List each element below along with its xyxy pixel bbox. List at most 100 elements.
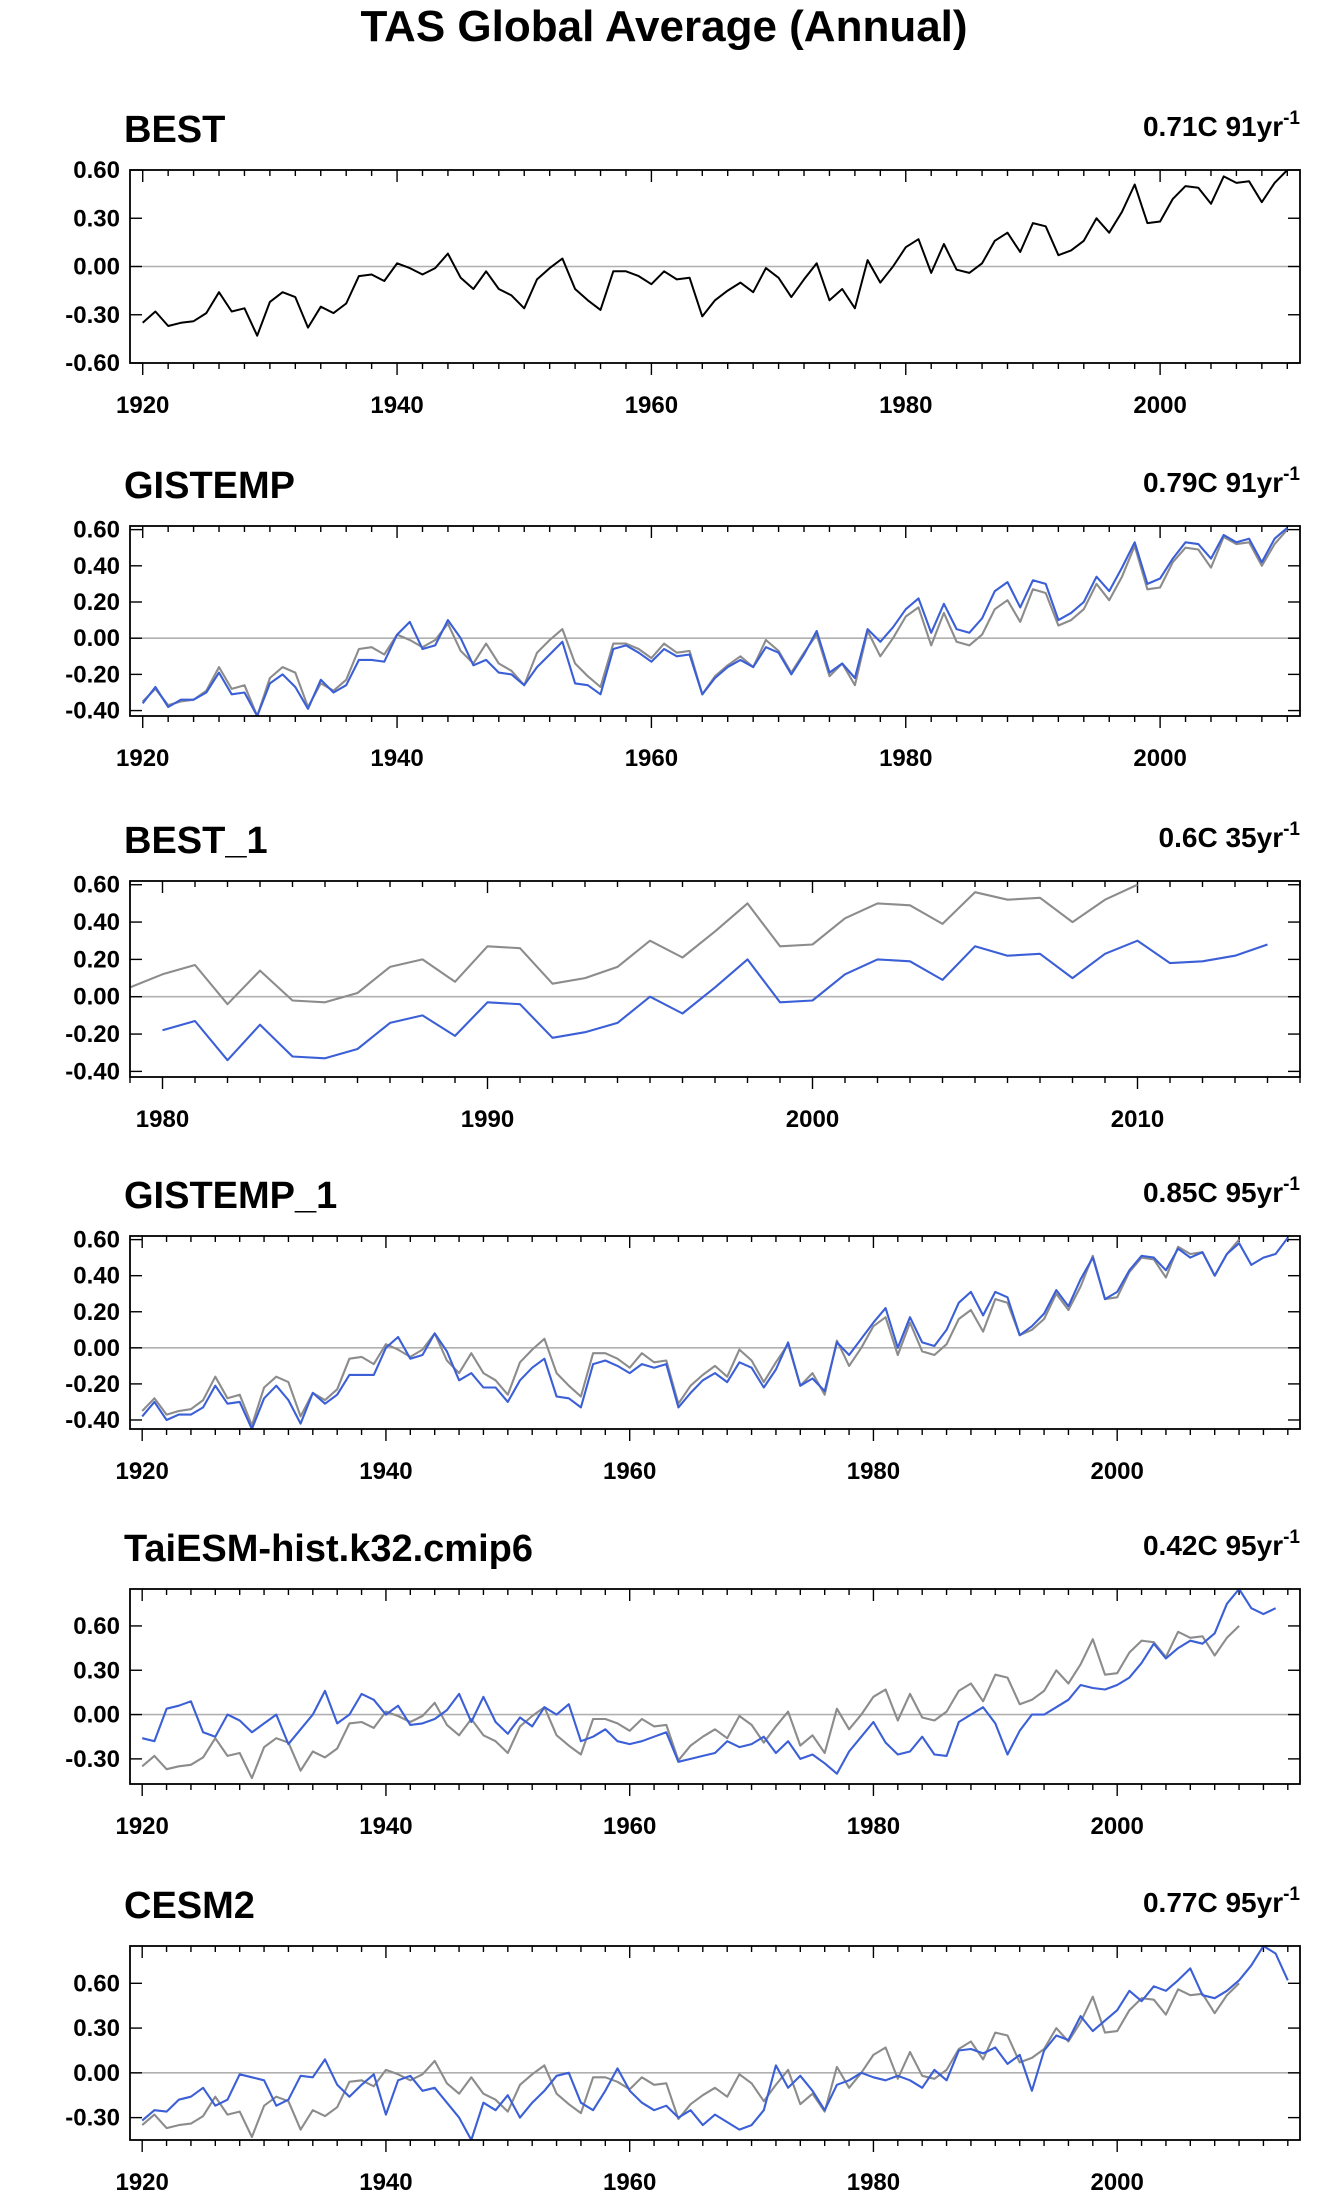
- y-tick-label: 0.60: [73, 1227, 120, 1254]
- x-tick-label: 1960: [625, 745, 678, 772]
- x-tick-label: 1960: [625, 392, 678, 419]
- x-tick-label: 1960: [603, 2169, 656, 2196]
- series-line-model: [141, 527, 1288, 716]
- y-tick-label: 0.20: [73, 589, 120, 616]
- trend-exponent: -1: [1283, 1527, 1300, 1548]
- y-tick-label: -0.20: [65, 1021, 120, 1048]
- x-tick-label: 1990: [461, 1106, 514, 1133]
- trend-label: 0.85C 95yr-1: [1143, 1174, 1300, 1208]
- chart-panel: GISTEMP 0.79C 91yr-1 1920 1940 1960 1980 2000 0…: [65, 464, 1301, 772]
- plot-frame: [129, 169, 1301, 364]
- plot-frame: [129, 1588, 1301, 1785]
- y-tick-label: -0.30: [65, 1746, 120, 1773]
- y-tick-label: 0.30: [73, 1657, 120, 1684]
- trend-label: 0.6C 35yr-1: [1159, 819, 1301, 853]
- y-tick-label: 0.30: [73, 2015, 120, 2042]
- trend-label: 0.42C 95yr-1: [1143, 1527, 1300, 1561]
- x-tick-label: 1940: [359, 1813, 412, 1840]
- series-line-single: [142, 170, 1289, 337]
- y-tick-label: 0.30: [73, 205, 120, 232]
- trend-value: 0.71C 91yr: [1143, 111, 1283, 142]
- x-tick-label: 1940: [370, 392, 423, 419]
- x-tick-label: 1980: [847, 1813, 900, 1840]
- x-tick-label: 1980: [847, 1458, 900, 1485]
- series-line-reference: [141, 528, 1289, 716]
- panel-title: GISTEMP: [124, 465, 295, 507]
- panel-title: TaiESM-hist.k32.cmip6: [124, 1528, 533, 1570]
- y-tick-label: 0.60: [73, 872, 120, 899]
- y-tick-label: 0.60: [73, 157, 120, 184]
- y-tick-label: -0.20: [65, 661, 120, 688]
- x-tick-label: 2000: [1133, 392, 1186, 419]
- trend-exponent: -1: [1283, 819, 1300, 840]
- plot-frame: [129, 1235, 1301, 1430]
- x-tick-label: 1980: [879, 745, 932, 772]
- y-tick-label: -0.40: [65, 698, 120, 725]
- panel-title: GISTEMP_1: [124, 1175, 337, 1217]
- chart-panel: CESM2 0.77C 95yr-1 1920 1940 1960 1980 2000 0.6…: [65, 1884, 1301, 2196]
- plot-frame: [129, 525, 1301, 717]
- series-line-model: [141, 1946, 1289, 2140]
- x-tick-label: 1920: [116, 745, 169, 772]
- y-tick-label: 0.00: [73, 1335, 120, 1362]
- y-tick-label: 0.00: [73, 254, 120, 281]
- x-tick-label: 2000: [1090, 2169, 1143, 2196]
- trend-value: 0.6C 35yr: [1159, 822, 1284, 853]
- x-tick-label: 1920: [115, 1813, 168, 1840]
- trend-exponent: -1: [1283, 1884, 1300, 1905]
- y-tick-label: 0.00: [73, 625, 120, 652]
- y-tick-label: 0.00: [73, 984, 120, 1011]
- series-line-reference: [141, 1625, 1240, 1780]
- series-line-reference: [130, 883, 1138, 1006]
- panel-title: BEST: [124, 109, 225, 151]
- chart-panel: BEST 0.71C 91yr-1 1920 1940 1960 1980 2000 0.60…: [65, 108, 1301, 419]
- chart-panel: GISTEMP_1 0.85C 95yr-1 1920 1940 1960 1980 200…: [65, 1174, 1301, 1485]
- x-tick-label: 1960: [603, 1458, 656, 1485]
- series-line-reference: [141, 1238, 1240, 1427]
- y-tick-label: 0.00: [73, 2060, 120, 2087]
- y-tick-label: -0.30: [65, 2105, 120, 2132]
- x-tick-label: 1920: [115, 1458, 168, 1485]
- series-line-model: [162, 939, 1268, 1062]
- y-tick-label: 0.40: [73, 553, 120, 580]
- x-tick-label: 2000: [1090, 1458, 1143, 1485]
- x-tick-label: 2000: [1090, 1813, 1143, 1840]
- trend-exponent: -1: [1283, 464, 1300, 485]
- trend-label: 0.71C 91yr-1: [1143, 108, 1300, 142]
- trend-value: 0.42C 95yr: [1143, 1530, 1283, 1561]
- chart-panel: TaiESM-hist.k32.cmip6 0.42C 95yr-1 1920 194…: [65, 1527, 1301, 1840]
- y-tick-label: 0.20: [73, 1299, 120, 1326]
- y-tick-label: -0.30: [65, 302, 120, 329]
- x-tick-label: 1940: [359, 2169, 412, 2196]
- y-tick-label: 0.00: [73, 1702, 120, 1729]
- x-tick-label: 2010: [1111, 1106, 1164, 1133]
- x-tick-label: 1940: [359, 1458, 412, 1485]
- plot-frame: [129, 1945, 1301, 2141]
- y-tick-label: -0.40: [65, 1407, 120, 1434]
- x-tick-label: 1980: [879, 392, 932, 419]
- x-tick-label: 2000: [786, 1106, 839, 1133]
- y-tick-label: 0.60: [73, 517, 120, 544]
- trend-label: 0.79C 91yr-1: [1143, 464, 1300, 498]
- y-tick-label: -0.40: [65, 1058, 120, 1085]
- y-tick-label: 0.20: [73, 946, 120, 973]
- panel-title: BEST_1: [124, 820, 268, 862]
- x-tick-label: 2000: [1133, 745, 1186, 772]
- y-tick-label: 0.40: [73, 1263, 120, 1290]
- trend-exponent: -1: [1283, 108, 1300, 129]
- trend-exponent: -1: [1283, 1174, 1300, 1195]
- x-tick-label: 1980: [847, 2169, 900, 2196]
- x-tick-label: 1940: [370, 745, 423, 772]
- x-tick-label: 1960: [603, 1813, 656, 1840]
- x-tick-label: 1980: [136, 1106, 189, 1133]
- y-tick-label: 0.60: [73, 1613, 120, 1640]
- trend-value: 0.77C 95yr: [1143, 1887, 1283, 1918]
- y-tick-label: -0.60: [65, 350, 120, 377]
- trend-value: 0.79C 91yr: [1143, 467, 1283, 498]
- trend-value: 0.85C 95yr: [1143, 1177, 1283, 1208]
- x-tick-label: 1920: [115, 2169, 168, 2196]
- series-line-model: [141, 1589, 1277, 1775]
- series-line-reference: [141, 1982, 1240, 2139]
- main-title: TAS Global Average (Annual): [360, 2, 968, 51]
